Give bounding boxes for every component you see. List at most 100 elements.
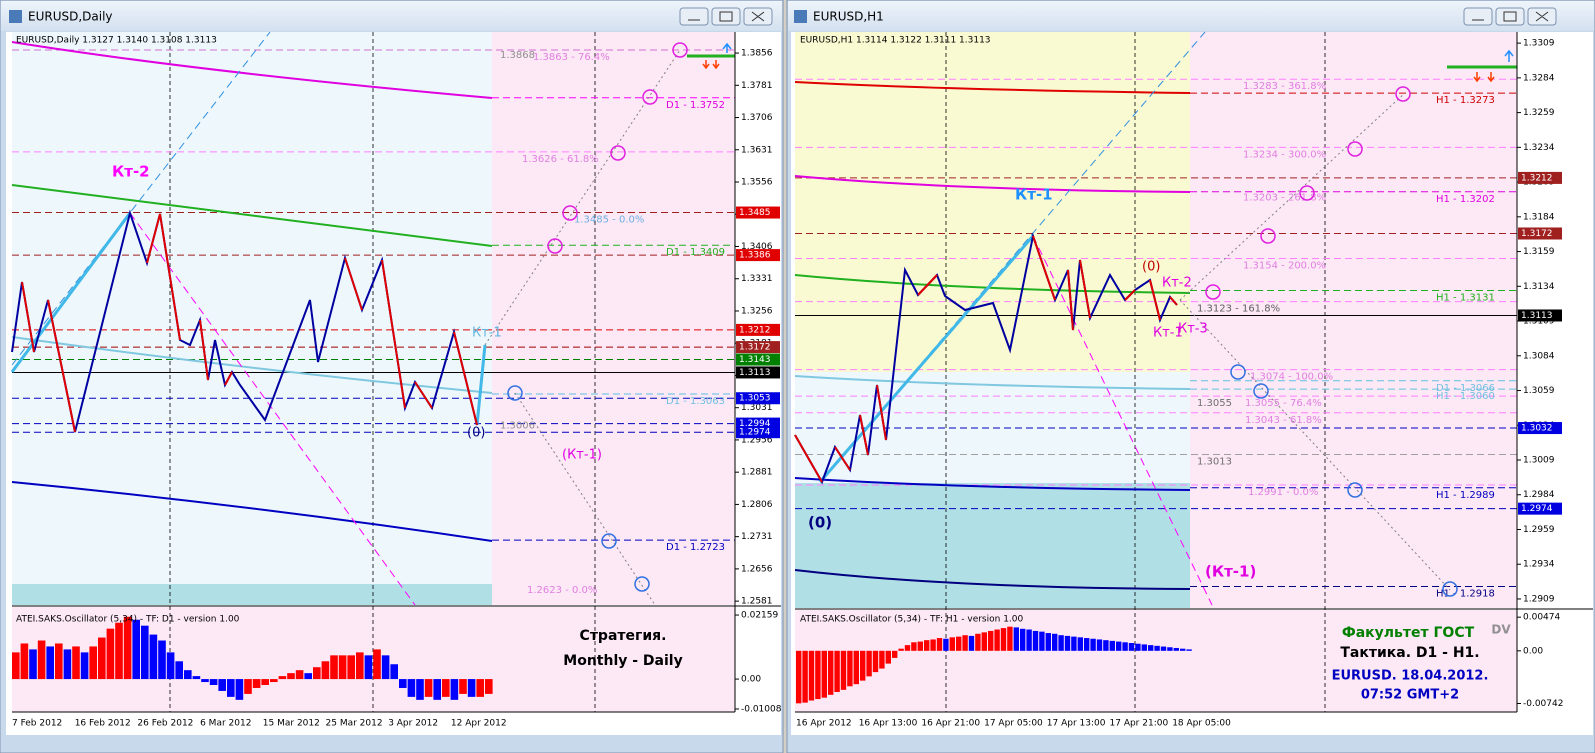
osc-bar: [821, 650, 827, 698]
y-tick-label: 1.2731: [741, 532, 773, 542]
price-marker-label: 1.3143: [739, 355, 771, 365]
x-tick-label: 26 Feb 2012: [137, 719, 193, 729]
ma-line: [794, 375, 1191, 390]
osc-bar: [132, 619, 140, 680]
osc-bar: [847, 650, 853, 687]
y-tick-label: 1.3134: [1523, 282, 1555, 292]
x-tick-label: 16 Apr 2012: [796, 719, 852, 729]
signal-line: [687, 54, 1517, 69]
osc-bar: [828, 650, 834, 695]
osc-bar: [149, 634, 158, 680]
y-tick-label: 1.3259: [1523, 108, 1555, 118]
price-marker-label: 1.2974: [739, 428, 771, 438]
price-marker-label: 1.2974: [1521, 504, 1553, 514]
note: EURUSD. 18.04.2012.: [1332, 669, 1489, 684]
x-tick-label: 12 Apr 2012: [451, 719, 507, 729]
level-label: 1.3863 - 76.4%: [533, 52, 610, 63]
level-label: 1.3043 - 61.8%: [1245, 415, 1322, 426]
level-label: D1 - 1.2723: [666, 542, 725, 553]
osc-bar: [330, 655, 338, 680]
wave-label: (Кт-1): [562, 448, 602, 463]
note: Стратегия.: [580, 628, 667, 644]
y-tick-label: 1.3781: [741, 81, 773, 91]
ma-line: [11, 41, 493, 99]
price-marker-label: 1.3172: [739, 343, 771, 353]
osc-bar: [994, 629, 1000, 651]
osc-bar: [55, 643, 63, 680]
price-marker: [1518, 309, 1562, 322]
osc-bar: [872, 650, 879, 673]
level-label: 1.3055: [1197, 398, 1232, 409]
osc-bar: [898, 648, 904, 651]
osc-bar: [227, 679, 235, 697]
y-tick-label: 1.2909: [1523, 594, 1555, 604]
osc-bar: [975, 633, 981, 651]
x-tick-label: 3 Apr 2012: [388, 719, 438, 729]
osc-bar: [364, 655, 373, 680]
price-marker: [736, 353, 780, 366]
osc-tick-label: 0.00474: [1523, 613, 1560, 623]
y-tick-label: 1.3256: [741, 306, 773, 316]
osc-bar: [1000, 628, 1007, 651]
x-tick-label: 16 Feb 2012: [75, 719, 131, 729]
osc-bar: [1020, 628, 1026, 651]
osc-bar: [218, 679, 226, 691]
zone: [12, 32, 492, 605]
osc-bar: [1071, 636, 1077, 651]
osc-bar: [904, 645, 911, 651]
osc-bar: [1084, 638, 1090, 651]
osc-bar: [356, 652, 364, 680]
price-marker-label: 1.3212: [1521, 173, 1553, 183]
y-tick-label: 1.3234: [1523, 143, 1555, 153]
osc-bar: [12, 652, 20, 680]
level-label: 1.2623 - 0.0%: [527, 585, 597, 596]
wave-label: Кт-1: [1015, 186, 1053, 204]
level-label: H1 - 1.3202: [1436, 194, 1495, 205]
minimize-button[interactable]: [679, 7, 709, 26]
osc-bar: [278, 676, 287, 680]
oscillator: ATEI.SAKS.Oscillator (5,34) - TF: D1 - v…: [12, 615, 493, 700]
price-marker-label: 1.3053: [739, 394, 771, 404]
x-tick-label: 17 Apr 21:00: [1110, 719, 1169, 729]
price-marker: [736, 323, 780, 336]
level-label: H1 - 1.3131: [1436, 292, 1495, 303]
osc-bar: [1116, 641, 1122, 651]
osc-bar: [347, 655, 355, 680]
osc-panel: [795, 610, 1517, 712]
osc-bar: [209, 679, 218, 686]
osc-bar: [1141, 644, 1147, 651]
price-marker-label: 1.3113: [739, 368, 771, 378]
y-tick-label: 1.2881: [741, 468, 773, 478]
osc-bar: [287, 673, 295, 680]
price-marker: [736, 426, 780, 439]
osc-bar: [968, 635, 975, 651]
osc-bar: [166, 652, 175, 680]
maximize-button[interactable]: [711, 7, 741, 26]
ma-line: [794, 175, 1191, 193]
osc-tick-label: -0.01008: [741, 704, 782, 714]
price-marker: [1518, 227, 1562, 240]
maximize-button[interactable]: [1495, 7, 1525, 26]
x-tick-label: 15 Mar 2012: [263, 719, 320, 729]
osc-bar: [1180, 648, 1186, 651]
osc-bar: [304, 673, 312, 680]
osc-bar: [141, 625, 149, 680]
note: 07:52 GMT+2: [1361, 688, 1459, 703]
osc-bar: [433, 679, 441, 700]
level-label: 1.3283 - 361.8%: [1243, 81, 1326, 92]
osc-bar: [802, 650, 808, 703]
osc-bar: [1186, 649, 1192, 651]
note: Тактика. D1 - H1.: [1340, 645, 1479, 661]
level-label: 1.3234 - 300.0%: [1243, 149, 1326, 160]
zone: [795, 483, 1190, 608]
minimize-button[interactable]: [1463, 7, 1493, 26]
osc-bar: [424, 679, 433, 697]
y-tick-label: 1.3109: [1523, 317, 1555, 327]
button-glyphs: [688, 11, 1549, 22]
symbol-info: EURUSD,H1 1.3114 1.3122 1.3111 1.3113: [800, 36, 991, 46]
y-tick-label: 1.3184: [1523, 212, 1555, 222]
price-marker-label: 1.3113: [1521, 311, 1553, 321]
level-label: 1.3074 - 100.0%: [1250, 372, 1333, 383]
